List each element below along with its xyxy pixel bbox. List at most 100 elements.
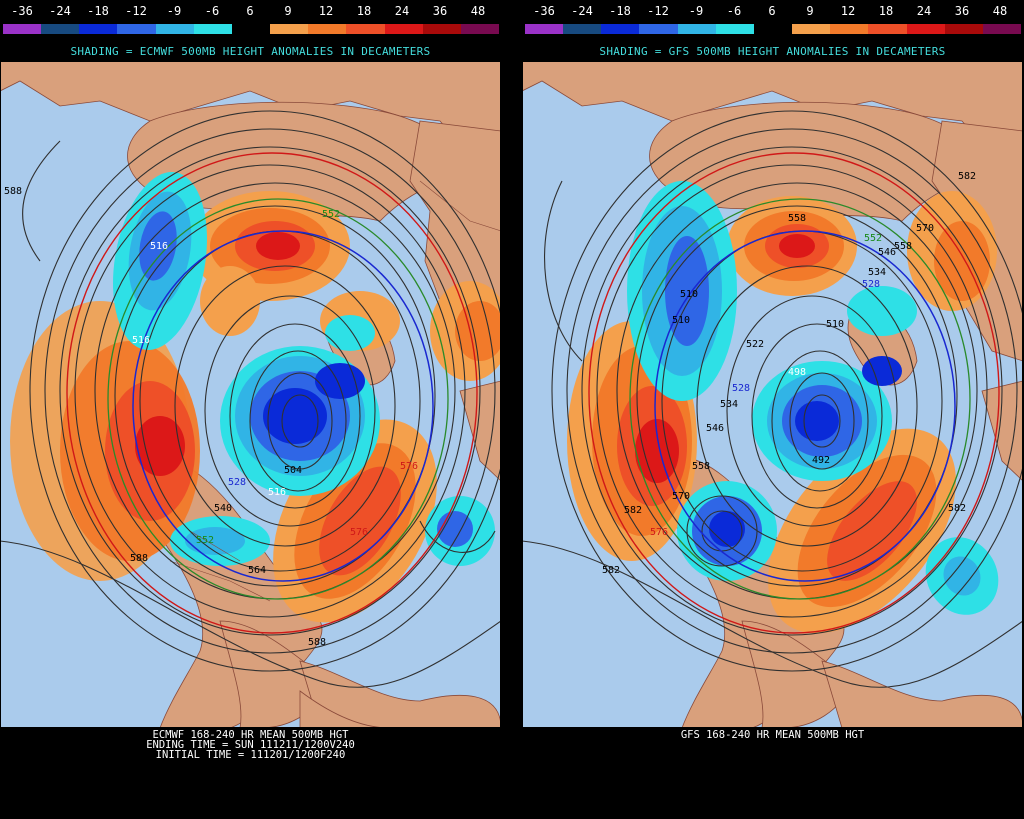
scale-label: -9 — [166, 4, 182, 18]
gfs-panel: -36 -24 -18 -12 -9 -6 6 9 12 18 24 36 48… — [522, 0, 1023, 819]
contour-label: 546 — [706, 423, 724, 434]
scale-label: 9 — [284, 4, 292, 18]
anomaly-shading — [567, 181, 999, 634]
color-swatch — [231, 24, 271, 34]
color-swatch — [639, 24, 678, 34]
contour-label: 588 — [308, 637, 326, 648]
color-scale-labels: -36 -24 -18 -12 -9 -6 6 9 12 18 24 36 48 — [0, 4, 501, 20]
scale-label: -24 — [571, 4, 593, 18]
scale-label: 18 — [356, 4, 372, 18]
scale-label: 36 — [432, 4, 448, 18]
color-swatch — [868, 24, 907, 34]
caption-line: ENDING TIME = SUN 111211/1200V240 — [146, 739, 355, 751]
scale-label: 48 — [992, 4, 1008, 18]
contour-label: 510 — [826, 319, 844, 330]
scale-label: -12 — [647, 4, 669, 18]
map-caption: ECMWF 168-240 HR MEAN 500MB HGT ENDING T… — [0, 729, 501, 761]
color-swatch — [906, 24, 945, 34]
caption-line: ECMWF 168-240 HR MEAN 500MB HGT — [152, 729, 349, 741]
color-swatch — [982, 24, 1022, 34]
contour-label: 558 — [894, 241, 912, 252]
color-swatch — [3, 24, 42, 34]
color-swatch — [563, 24, 602, 34]
scale-label: 48 — [470, 4, 486, 18]
color-swatch — [79, 24, 118, 34]
scale-label: 24 — [916, 4, 932, 18]
contour-label: 534 — [868, 267, 886, 278]
contour-label: 546 — [878, 247, 896, 258]
scale-label: 12 — [318, 4, 334, 18]
scale-label: -36 — [11, 4, 33, 18]
height-contours — [0, 110, 501, 688]
contour-label: 576 — [650, 527, 668, 538]
color-swatch — [155, 24, 194, 34]
contour-label: 528 — [228, 477, 246, 488]
contour-label: 582 — [958, 171, 976, 182]
scale-label: -18 — [87, 4, 109, 18]
contour-552-green — [629, 198, 971, 600]
contour-label: 582 — [624, 505, 642, 516]
scale-label: 18 — [878, 4, 894, 18]
contour-labels: 582 570 558 558 552 546 534 528 510 510 … — [602, 171, 976, 576]
contour-label: 552 — [322, 209, 340, 220]
contour-label: 504 — [284, 465, 302, 476]
gfs-500mb-map: 582 570 558 558 552 546 534 528 510 510 … — [522, 61, 1023, 728]
contour-label: 582 — [602, 565, 620, 576]
ecmwf-500mb-map: 588 552 516 516 504 528 540 552 564 576 … — [0, 61, 501, 728]
contour-label: 552 — [864, 233, 882, 244]
contour-label: 516 — [268, 487, 286, 498]
panel-divider — [501, 0, 522, 819]
color-swatch — [270, 24, 309, 34]
color-swatch — [792, 24, 831, 34]
contour-label: 588 — [4, 186, 22, 197]
color-swatch — [346, 24, 385, 34]
color-scale: -36 -24 -18 -12 -9 -6 6 9 12 18 24 36 48 — [0, 0, 501, 42]
color-swatch — [753, 24, 793, 34]
map-border — [522, 61, 1023, 728]
color-swatch — [715, 24, 754, 34]
color-scale-labels: -36 -24 -18 -12 -9 -6 6 9 12 18 24 36 48 — [522, 4, 1023, 20]
color-scale-bar — [525, 24, 1022, 34]
ecmwf-panel: -36 -24 -18 -12 -9 -6 6 9 12 18 24 36 48… — [0, 0, 501, 819]
contour-label: 540 — [214, 503, 232, 514]
scale-label: -6 — [726, 4, 742, 18]
contour-528-blue — [654, 230, 956, 582]
scale-label: 24 — [394, 4, 410, 18]
contour-552-green — [107, 198, 449, 600]
caption-line: GFS 168-240 HR MEAN 500MB HGT — [680, 729, 865, 741]
contour-label: 564 — [248, 565, 266, 576]
scale-label: 6 — [768, 4, 776, 18]
shading-title: SHADING = GFS 500MB HEIGHT ANOMALIES IN … — [599, 45, 946, 58]
scale-label: 9 — [806, 4, 814, 18]
contour-label: 522 — [746, 339, 764, 350]
contour-label: 498 — [788, 367, 806, 378]
map-caption: GFS 168-240 HR MEAN 500MB HGT — [522, 729, 1023, 741]
contour-576-red — [66, 152, 478, 634]
scale-label: -6 — [204, 4, 220, 18]
color-scale-bar — [3, 24, 500, 34]
contour-labels: 588 552 516 516 504 528 540 552 564 576 … — [4, 186, 418, 648]
contour-label: 558 — [788, 213, 806, 224]
contour-label: 576 — [350, 527, 368, 538]
contour-label: 510 — [680, 289, 698, 300]
scale-label: -18 — [609, 4, 631, 18]
contour-label: 516 — [132, 335, 150, 346]
contour-label: 534 — [720, 399, 738, 410]
color-swatch — [193, 24, 232, 34]
color-swatch — [384, 24, 423, 34]
color-swatch — [830, 24, 869, 34]
contour-label: 492 — [812, 455, 830, 466]
color-scale: -36 -24 -18 -12 -9 -6 6 9 12 18 24 36 48 — [522, 0, 1023, 42]
color-swatch — [677, 24, 716, 34]
scale-label: -24 — [49, 4, 71, 18]
contour-label: 516 — [150, 241, 168, 252]
scale-label: -9 — [688, 4, 704, 18]
contour-label: 588 — [130, 553, 148, 564]
caption-line: INITIAL TIME = 111201/1200F240 — [155, 749, 346, 761]
color-swatch — [944, 24, 983, 34]
contour-label: 558 — [692, 461, 710, 472]
contour-label: 570 — [916, 223, 934, 234]
color-swatch — [422, 24, 461, 34]
shading-title: SHADING = ECMWF 500MB HEIGHT ANOMALIES I… — [70, 45, 431, 58]
contour-576-red — [588, 152, 1000, 634]
